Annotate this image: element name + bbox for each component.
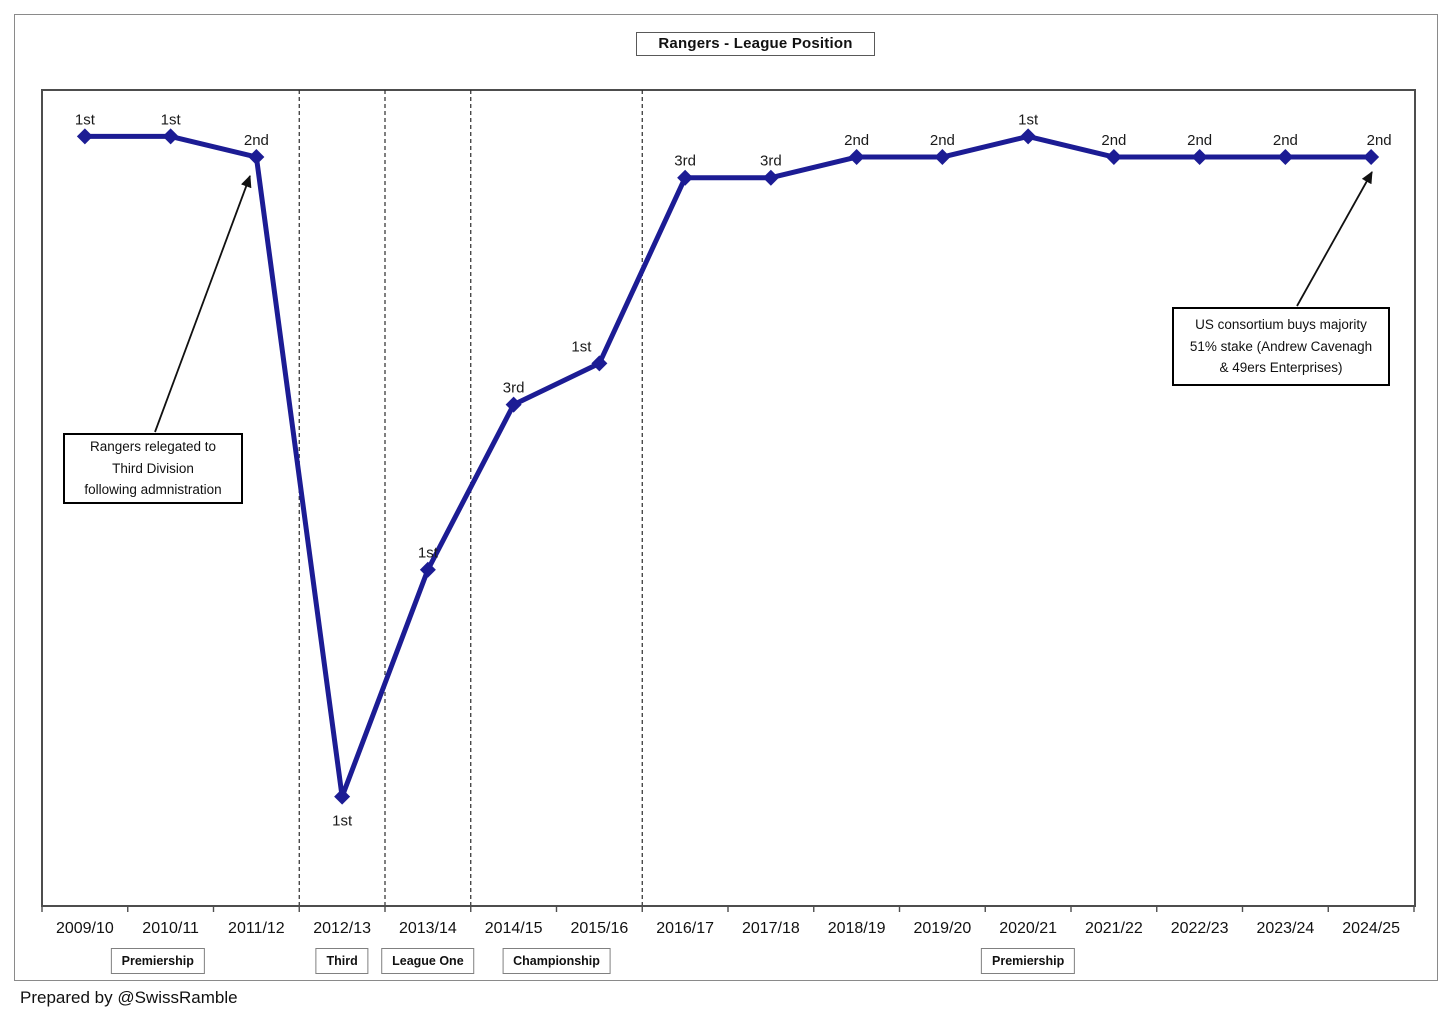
annotation-line: Third Division <box>112 460 194 476</box>
annotation-line: following admnistration <box>84 482 222 498</box>
division-box: League One <box>381 948 475 974</box>
annotation-line: Rangers relegated to <box>89 439 217 455</box>
chart-title: Rangers - League Position <box>636 32 875 56</box>
annotation-relegation: Rangers relegated to Third Division follow… <box>63 433 243 504</box>
division-box: Championship <box>502 948 611 974</box>
division-box: Third <box>315 948 369 974</box>
division-box: Premiership <box>980 948 1076 974</box>
annotation-us-consortium: US consortium buys majority 51% stake (An… <box>1172 307 1390 386</box>
annotation-line: & 49ers Enterprises) <box>1219 360 1343 376</box>
annotation-line: 51% stake (Andrew Cavenagh <box>1189 338 1373 354</box>
plot-area <box>41 89 1416 907</box>
division-box: Premiership <box>110 948 205 974</box>
footer-credit: Prepared by @SwissRamble <box>20 988 238 1007</box>
annotation-line: US consortium buys majority <box>1195 317 1367 333</box>
